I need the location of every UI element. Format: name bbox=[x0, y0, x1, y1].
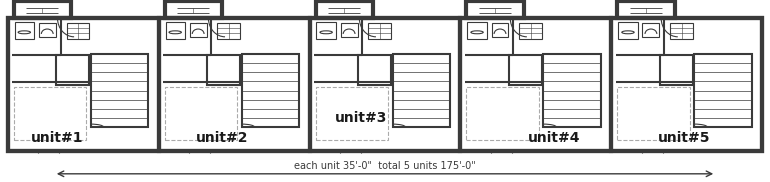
Bar bbox=[618, 87, 690, 141]
Bar bbox=[15, 22, 34, 39]
Bar bbox=[56, 55, 89, 85]
Bar bbox=[159, 18, 310, 151]
Bar bbox=[695, 54, 752, 127]
Text: each unit 35'-0"  total 5 units 175'-0": each unit 35'-0" total 5 units 175'-0" bbox=[294, 161, 476, 171]
Bar bbox=[91, 54, 148, 127]
Bar bbox=[189, 23, 206, 37]
Bar bbox=[618, 22, 638, 39]
Bar bbox=[544, 54, 601, 127]
Bar bbox=[316, 1, 373, 18]
Text: unit#4: unit#4 bbox=[527, 131, 580, 145]
Text: unit#1: unit#1 bbox=[31, 131, 83, 145]
Bar bbox=[467, 87, 539, 141]
Text: unit#2: unit#2 bbox=[196, 131, 249, 145]
Bar bbox=[460, 18, 611, 151]
Bar bbox=[519, 23, 542, 39]
Bar bbox=[660, 55, 693, 85]
Bar bbox=[14, 87, 86, 141]
Bar bbox=[165, 1, 222, 18]
Bar bbox=[611, 18, 762, 151]
Bar bbox=[165, 87, 237, 141]
Bar bbox=[467, 22, 487, 39]
Bar bbox=[217, 23, 240, 39]
Text: unit#5: unit#5 bbox=[658, 131, 711, 145]
Bar bbox=[642, 23, 659, 37]
Bar bbox=[38, 23, 55, 37]
Bar bbox=[368, 23, 391, 39]
Bar bbox=[166, 22, 185, 39]
Bar bbox=[618, 1, 675, 18]
Text: unit#3: unit#3 bbox=[335, 111, 387, 125]
Bar bbox=[66, 23, 89, 39]
Bar bbox=[316, 87, 388, 141]
Bar bbox=[8, 18, 159, 151]
Bar bbox=[393, 54, 450, 127]
Bar bbox=[670, 23, 693, 39]
Bar bbox=[14, 1, 71, 18]
Bar bbox=[316, 22, 336, 39]
Bar bbox=[8, 18, 762, 151]
Bar bbox=[242, 54, 299, 127]
Bar bbox=[491, 23, 508, 37]
Bar bbox=[509, 55, 542, 85]
Bar bbox=[358, 55, 391, 85]
Bar bbox=[207, 55, 240, 85]
Bar bbox=[467, 1, 524, 18]
Bar bbox=[310, 18, 460, 151]
Bar bbox=[340, 23, 357, 37]
